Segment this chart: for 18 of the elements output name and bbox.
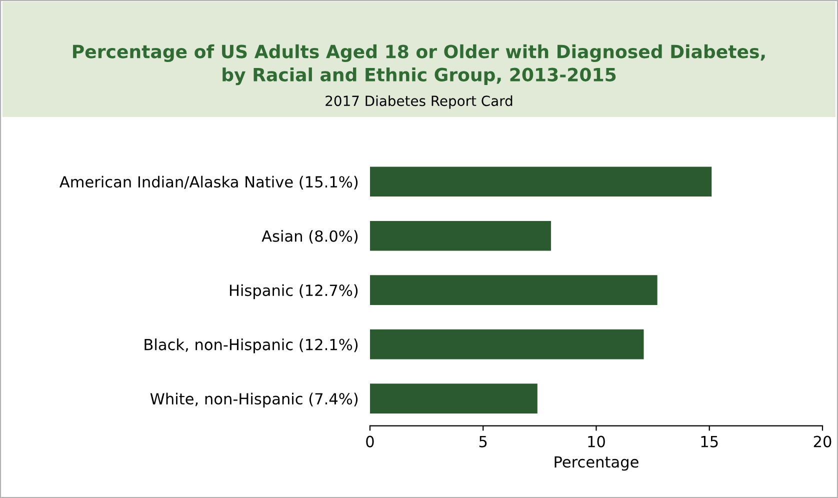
- bar: [370, 220, 551, 251]
- bar: [370, 166, 712, 197]
- y-tick-label: Asian (8.0%): [262, 230, 358, 244]
- chart-subtitle: 2017 Diabetes Report Card: [326, 95, 512, 109]
- x-tick-label: 20: [814, 436, 832, 448]
- x-tick-label: 10: [588, 436, 605, 448]
- y-tick-label: Black, non-Hispanic (12.1%): [144, 338, 358, 354]
- bar: [370, 329, 644, 360]
- chart-title: Percentage of US Adults Aged 18 or Older with Diagnosed Diabetes, by Racial and Ethnic Group, 2013-2015: [73, 44, 765, 86]
- bar: [370, 384, 538, 414]
- y-tick-label: White, non-Hispanic (7.4%): [150, 392, 358, 408]
- bar: [370, 275, 658, 305]
- x-tick-label: 15: [701, 436, 718, 448]
- x-tick-label: 0: [366, 436, 374, 448]
- y-tick-label: American Indian/Alaska Native (15.1%): [60, 176, 358, 190]
- x-tick-label: 5: [479, 436, 487, 448]
- y-tick-label: Hispanic (12.7%): [230, 284, 358, 300]
- x-axis-title: Percentage: [554, 456, 638, 471]
